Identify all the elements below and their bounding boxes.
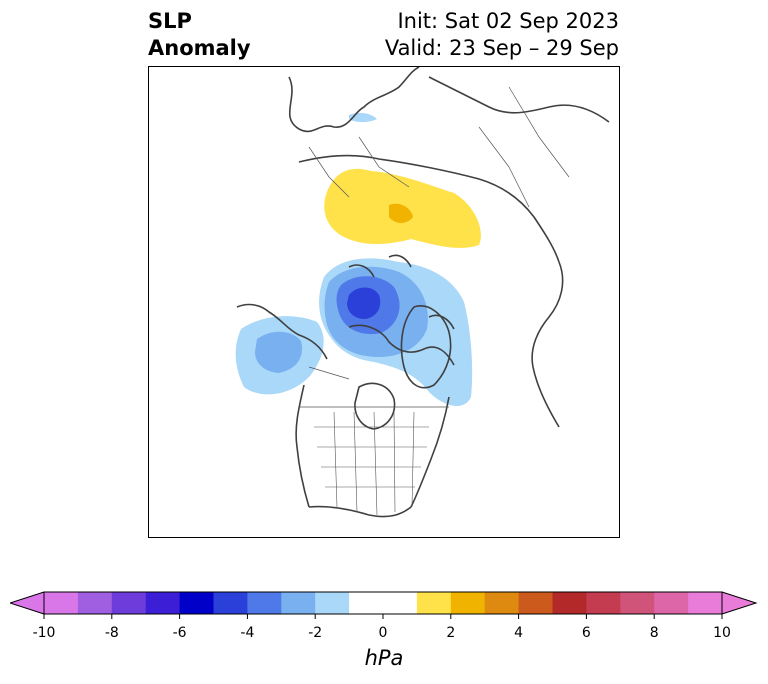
negative-anomaly-alaska-mid	[255, 331, 303, 373]
colorbar-bin-1	[77, 592, 113, 614]
colorbar-extend-high	[722, 592, 756, 614]
colorbar-bin-13	[518, 592, 553, 614]
colorbar-bin-17	[654, 592, 689, 614]
colorbar-bins	[44, 592, 723, 614]
colorbar-tick-label: -6	[172, 625, 187, 641]
north-america-west-coast	[295, 384, 310, 508]
north-america-east-coast	[410, 396, 450, 508]
asia-east-coast	[531, 261, 564, 428]
coastlines	[236, 67, 610, 518]
colorbar-tick-label: -2	[308, 625, 323, 641]
colorbar-tick-marks	[43, 614, 723, 619]
colorbar-bin-14	[552, 592, 587, 614]
anomaly-fills	[235, 112, 481, 407]
us-state-borders	[314, 411, 429, 516]
init-date: Init: Sat 02 Sep 2023	[397, 9, 619, 33]
colorbar-bin-10	[416, 592, 452, 614]
anomaly-map	[148, 66, 620, 538]
colorbar-tick-label: -10	[32, 625, 56, 641]
colorbar-bin-12	[484, 592, 520, 614]
colorbar-tick-label: 2	[446, 625, 456, 641]
colorbar-bin-8	[315, 592, 350, 614]
positive-anomaly-core	[389, 203, 413, 223]
forecast-dates: Init: Sat 02 Sep 2023 Valid: 23 Sep – 29…	[385, 8, 619, 62]
colorbar-unit: hPa	[364, 646, 404, 670]
colorbar-bin-3	[145, 592, 181, 614]
colorbar-bin-11	[450, 592, 486, 614]
colorbar-bin-6	[247, 592, 282, 614]
colorbar-arrow-low-outline	[10, 591, 45, 615]
arctic-islands	[348, 254, 455, 330]
colorbar-bin-18	[688, 592, 723, 614]
colorbar-extend-low	[10, 592, 44, 614]
valid-range: Valid: 23 Sep – 29 Sep	[384, 36, 619, 60]
colorbar-tick-label: 0	[378, 625, 388, 641]
greenland-coast	[400, 305, 452, 389]
colorbar-bin-5	[213, 592, 248, 614]
colorbar-bin-4	[179, 592, 214, 614]
colorbar-bin-2	[111, 592, 147, 614]
colorbar-tick-label: -4	[240, 625, 255, 641]
siberia-coast	[428, 76, 610, 123]
colorbar-tick-label: 10	[713, 625, 731, 641]
eurasia-north-coast	[298, 154, 560, 263]
canadian-archipelago	[348, 324, 455, 366]
title-line-1: SLP	[148, 9, 192, 33]
colorbar-bin-9	[349, 592, 418, 614]
map-title: SLP Anomaly	[148, 8, 251, 62]
colorbar-bin-7	[281, 592, 316, 614]
hudson-bay	[354, 382, 396, 430]
colorbar	[10, 591, 758, 619]
colorbar-tick-label: 4	[514, 625, 524, 641]
colorbar-tick-label: 6	[581, 625, 591, 641]
colorbar-arrow-high-outline	[721, 591, 758, 615]
map-svg	[235, 67, 610, 518]
colorbar-tick-label: 8	[649, 625, 659, 641]
europe-coastline	[288, 67, 420, 133]
colorbar-bin-16	[620, 592, 655, 614]
title-line-2: Anomaly	[148, 36, 251, 60]
alaska-coast	[236, 303, 328, 360]
colorbar-tick-label: -8	[104, 625, 119, 641]
gulf-coast	[308, 505, 412, 518]
colorbar-bin-0	[44, 592, 79, 614]
negative-anomaly-arctic-core	[347, 287, 381, 319]
country-borders	[299, 86, 570, 408]
colorbar-bin-15	[586, 592, 621, 614]
negative-anomaly-greenland-blob	[349, 112, 377, 122]
